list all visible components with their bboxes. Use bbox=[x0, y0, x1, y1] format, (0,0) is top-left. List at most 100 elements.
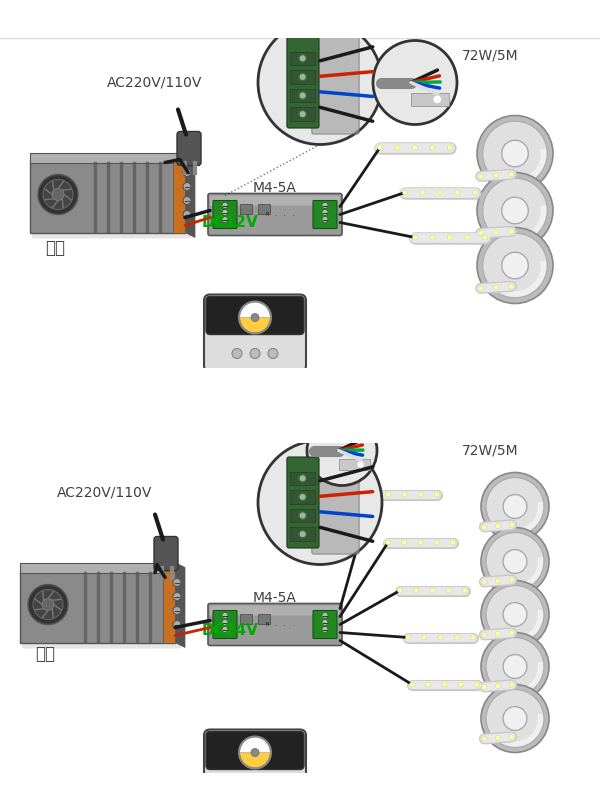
Circle shape bbox=[232, 348, 242, 359]
Circle shape bbox=[493, 173, 499, 178]
Circle shape bbox=[430, 588, 435, 593]
Circle shape bbox=[222, 612, 228, 619]
Ellipse shape bbox=[211, 787, 239, 810]
Wedge shape bbox=[240, 302, 270, 318]
Circle shape bbox=[509, 172, 514, 177]
Polygon shape bbox=[175, 562, 185, 647]
Circle shape bbox=[251, 748, 259, 757]
Circle shape bbox=[477, 173, 553, 249]
Circle shape bbox=[299, 512, 307, 519]
Circle shape bbox=[418, 492, 423, 497]
FancyBboxPatch shape bbox=[20, 570, 175, 642]
Circle shape bbox=[478, 231, 484, 236]
FancyBboxPatch shape bbox=[313, 201, 337, 228]
Circle shape bbox=[509, 735, 514, 740]
FancyBboxPatch shape bbox=[30, 160, 185, 232]
Circle shape bbox=[482, 122, 547, 185]
Circle shape bbox=[509, 578, 514, 582]
Circle shape bbox=[477, 228, 553, 304]
FancyBboxPatch shape bbox=[177, 131, 201, 165]
Bar bbox=[258, 613, 270, 624]
Circle shape bbox=[406, 635, 410, 640]
Circle shape bbox=[503, 706, 527, 731]
FancyBboxPatch shape bbox=[204, 730, 306, 807]
Circle shape bbox=[503, 495, 527, 518]
Circle shape bbox=[502, 252, 528, 279]
Circle shape bbox=[496, 684, 500, 688]
Circle shape bbox=[268, 783, 278, 794]
Circle shape bbox=[481, 633, 549, 701]
Circle shape bbox=[52, 189, 64, 201]
Text: M4-5A: M4-5A bbox=[253, 181, 297, 194]
Circle shape bbox=[322, 202, 328, 208]
Circle shape bbox=[482, 579, 487, 584]
Bar bbox=[240, 613, 252, 624]
Circle shape bbox=[509, 630, 514, 635]
Circle shape bbox=[403, 190, 407, 195]
Circle shape bbox=[33, 590, 63, 620]
Text: AC220V/110V: AC220V/110V bbox=[58, 485, 152, 500]
FancyBboxPatch shape bbox=[208, 194, 342, 236]
Ellipse shape bbox=[252, 338, 264, 373]
Circle shape bbox=[509, 522, 514, 527]
FancyBboxPatch shape bbox=[210, 606, 340, 616]
Circle shape bbox=[250, 783, 260, 794]
Wedge shape bbox=[240, 737, 270, 752]
Ellipse shape bbox=[288, 773, 300, 808]
Circle shape bbox=[475, 682, 479, 687]
Circle shape bbox=[299, 493, 307, 501]
Text: 电源: 电源 bbox=[45, 238, 65, 257]
Circle shape bbox=[386, 492, 391, 497]
Circle shape bbox=[251, 313, 259, 322]
Circle shape bbox=[496, 523, 500, 528]
FancyBboxPatch shape bbox=[206, 731, 304, 770]
Circle shape bbox=[482, 178, 547, 243]
Circle shape bbox=[502, 140, 528, 167]
Circle shape bbox=[414, 588, 419, 593]
Circle shape bbox=[173, 607, 181, 615]
FancyBboxPatch shape bbox=[287, 457, 319, 548]
Circle shape bbox=[482, 524, 487, 530]
Circle shape bbox=[433, 95, 442, 104]
Circle shape bbox=[430, 235, 435, 240]
Circle shape bbox=[28, 585, 68, 625]
Circle shape bbox=[377, 145, 383, 150]
FancyBboxPatch shape bbox=[210, 195, 340, 206]
Bar bbox=[290, 70, 315, 83]
Circle shape bbox=[222, 626, 228, 633]
FancyBboxPatch shape bbox=[154, 536, 178, 570]
Circle shape bbox=[478, 286, 484, 291]
Circle shape bbox=[496, 632, 500, 637]
Circle shape bbox=[451, 540, 455, 545]
Circle shape bbox=[477, 116, 553, 191]
Circle shape bbox=[173, 620, 181, 629]
Text: DC12V: DC12V bbox=[202, 215, 259, 230]
Circle shape bbox=[222, 202, 228, 208]
Circle shape bbox=[486, 533, 544, 590]
Text: 72W/5M: 72W/5M bbox=[461, 444, 518, 458]
Circle shape bbox=[473, 190, 478, 195]
Circle shape bbox=[448, 145, 452, 150]
Bar bbox=[173, 160, 185, 232]
Ellipse shape bbox=[218, 793, 313, 810]
Circle shape bbox=[250, 348, 260, 359]
FancyBboxPatch shape bbox=[213, 201, 237, 228]
FancyBboxPatch shape bbox=[213, 611, 237, 638]
Circle shape bbox=[422, 635, 427, 640]
FancyBboxPatch shape bbox=[32, 155, 191, 238]
FancyBboxPatch shape bbox=[312, 31, 359, 134]
FancyBboxPatch shape bbox=[206, 296, 304, 335]
Bar bbox=[290, 52, 315, 65]
FancyBboxPatch shape bbox=[208, 603, 342, 646]
Circle shape bbox=[43, 180, 73, 210]
Ellipse shape bbox=[270, 338, 282, 373]
Circle shape bbox=[42, 599, 54, 611]
Circle shape bbox=[183, 168, 191, 177]
Circle shape bbox=[446, 588, 451, 593]
Circle shape bbox=[173, 592, 181, 600]
FancyBboxPatch shape bbox=[20, 562, 175, 573]
Circle shape bbox=[222, 216, 228, 223]
Circle shape bbox=[503, 550, 527, 573]
Circle shape bbox=[503, 603, 527, 626]
Circle shape bbox=[482, 235, 487, 240]
